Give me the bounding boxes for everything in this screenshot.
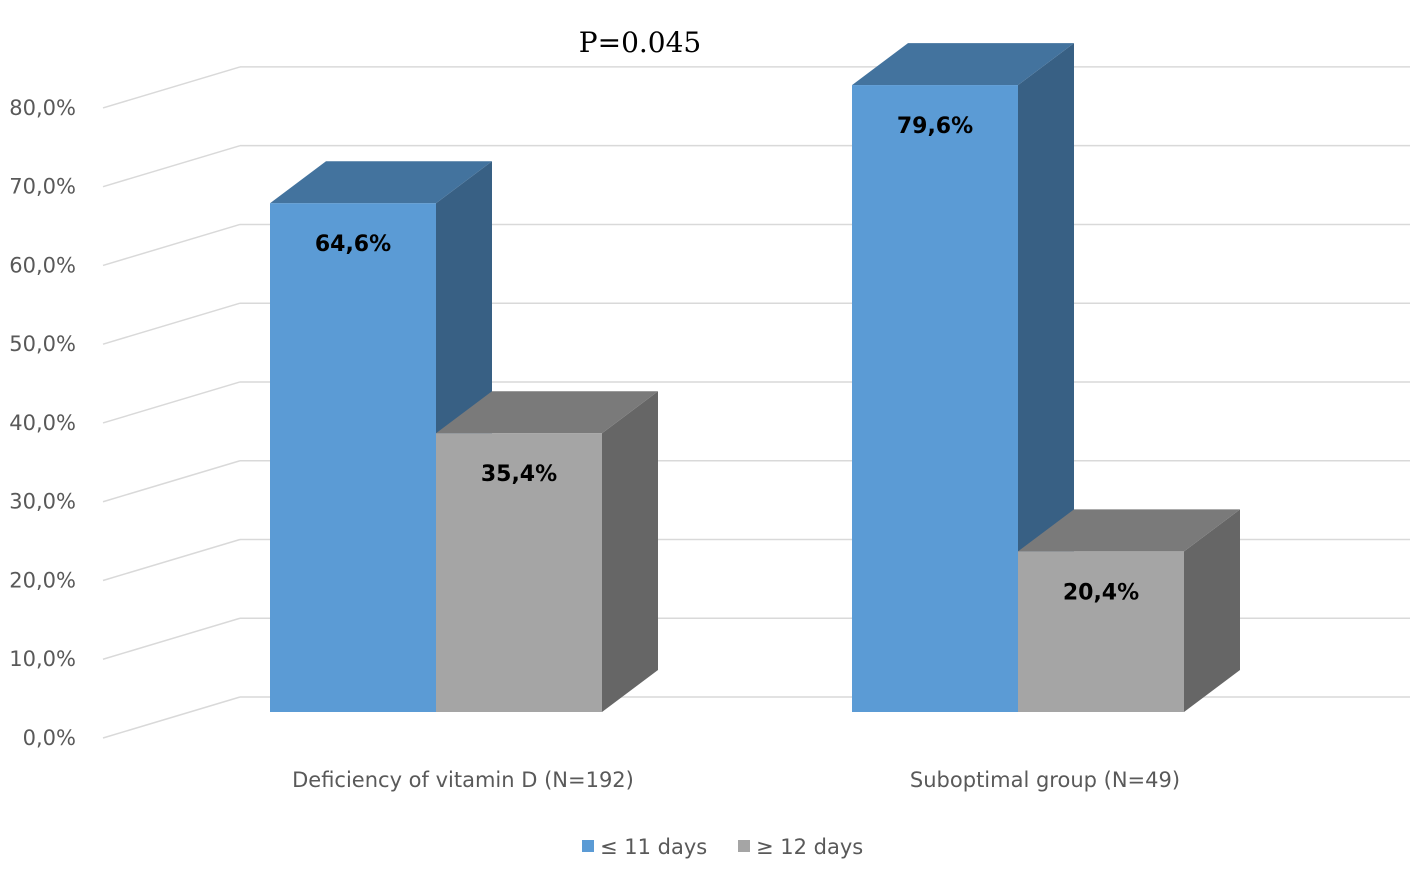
gridline-diagonal xyxy=(102,538,241,582)
y-tick-label: 30,0% xyxy=(9,490,76,514)
category-label: Deficiency of vitamin D (N=192) xyxy=(292,768,634,792)
y-tick-label: 0,0% xyxy=(23,726,76,750)
legend-swatch xyxy=(582,840,594,852)
gridline-diagonal xyxy=(102,223,241,267)
gridline-diagonal xyxy=(102,460,241,503)
y-tick-label: 40,0% xyxy=(9,411,76,435)
gridline-diagonal xyxy=(102,66,241,109)
legend-label: ≥ 12 days xyxy=(756,835,863,859)
y-tick-label: 20,0% xyxy=(9,568,76,592)
gridline-diagonal xyxy=(102,617,241,660)
p-value-annotation: P=0.045 xyxy=(578,26,702,59)
y-tick-label: 70,0% xyxy=(9,175,76,199)
bar xyxy=(852,85,1018,713)
bar-top xyxy=(1018,509,1240,552)
data-label: 35,4% xyxy=(481,462,557,487)
y-tick-label: 50,0% xyxy=(9,332,76,356)
bar xyxy=(436,433,602,712)
bar-top xyxy=(270,161,492,204)
data-label: 20,4% xyxy=(1063,580,1139,605)
category-label: Suboptimal group (N=49) xyxy=(910,768,1180,792)
gridline-diagonal xyxy=(102,696,241,739)
bar xyxy=(270,203,436,713)
bar-side xyxy=(1184,509,1240,712)
y-tick-label: 80,0% xyxy=(9,96,76,120)
legend-swatch xyxy=(738,840,750,852)
bar-top xyxy=(852,43,1074,86)
legend-label: ≤ 11 days xyxy=(600,835,707,859)
gridline-diagonal xyxy=(102,144,241,188)
data-label: 64,6% xyxy=(315,232,391,257)
bar-side xyxy=(602,391,658,712)
bar-top xyxy=(436,391,658,434)
y-tick-label: 60,0% xyxy=(9,253,76,277)
y-tick-label: 10,0% xyxy=(9,647,76,671)
gridline-diagonal xyxy=(102,302,241,345)
data-label: 79,6% xyxy=(897,114,973,139)
bar xyxy=(1018,551,1184,712)
gridline-diagonal xyxy=(102,381,241,424)
